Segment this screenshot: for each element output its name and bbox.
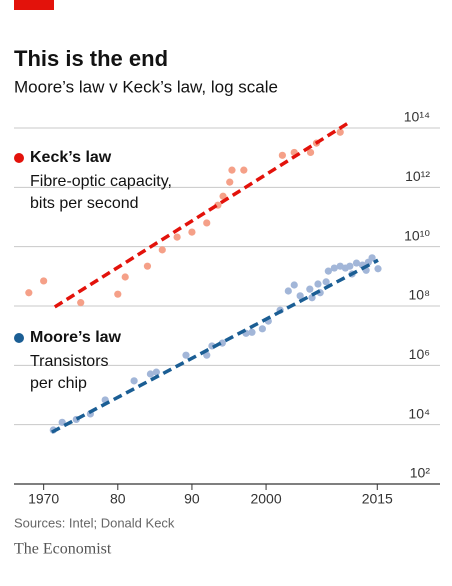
point (152, 368, 160, 376)
y-tick-label: 10¹⁴ (404, 109, 430, 125)
x-tick-label: 80 (110, 491, 126, 507)
trend-line (53, 120, 351, 309)
point (146, 370, 155, 378)
legend-dot (14, 153, 24, 163)
y-tick-label: 10⁸ (409, 287, 431, 303)
y-tick-label: 10¹² (405, 168, 430, 184)
source: Sources: Intel; Donald Keck (14, 515, 175, 530)
point (143, 262, 152, 270)
legend-description: Fibre-optic capacity, (30, 173, 172, 190)
point (219, 192, 227, 200)
point (346, 262, 354, 270)
point (121, 273, 129, 281)
legend-description: per chip (30, 375, 87, 392)
point (374, 265, 382, 273)
chart-title: This is the end (14, 46, 168, 71)
point (158, 246, 166, 254)
point (330, 264, 338, 272)
point (248, 328, 256, 336)
point (296, 292, 304, 300)
legend-name: Keck’s law (30, 149, 112, 166)
point (324, 267, 332, 275)
point (173, 233, 181, 241)
point (114, 290, 122, 298)
point (306, 285, 314, 293)
brand: The Economist (14, 541, 112, 558)
x-tick-label: 2000 (250, 491, 281, 507)
legend-name: Moore’s law (30, 329, 122, 346)
point (314, 280, 322, 288)
point (352, 259, 361, 267)
point (40, 277, 48, 285)
point (322, 278, 330, 286)
y-tick-label: 10⁶ (409, 346, 430, 362)
point (306, 148, 315, 157)
point (77, 299, 85, 307)
point (226, 178, 234, 186)
x-tick-label: 90 (184, 491, 200, 507)
point (130, 377, 138, 385)
trend-line (50, 258, 379, 434)
point (188, 228, 196, 236)
x-tick-label: 2015 (362, 491, 393, 507)
chart-subtitle: Moore’s law v Keck’s law, log scale (14, 77, 278, 96)
point (25, 289, 33, 297)
point (182, 351, 190, 359)
point (228, 166, 236, 174)
point (368, 254, 376, 262)
legend-description: bits per second (30, 195, 139, 212)
point (284, 287, 292, 295)
point (240, 166, 248, 174)
point (336, 128, 344, 136)
point (203, 219, 211, 227)
y-tick-label: 10⁴ (408, 405, 430, 421)
point (290, 281, 298, 289)
x-tick-label: 1970 (28, 491, 59, 507)
legend-dot (14, 333, 24, 343)
y-tick-label: 10¹⁰ (404, 227, 430, 243)
brand-bar (14, 0, 54, 10)
y-tick-label: 10² (410, 465, 431, 481)
legend-description: Transistors (30, 353, 109, 370)
point (278, 151, 286, 159)
point (258, 325, 266, 333)
